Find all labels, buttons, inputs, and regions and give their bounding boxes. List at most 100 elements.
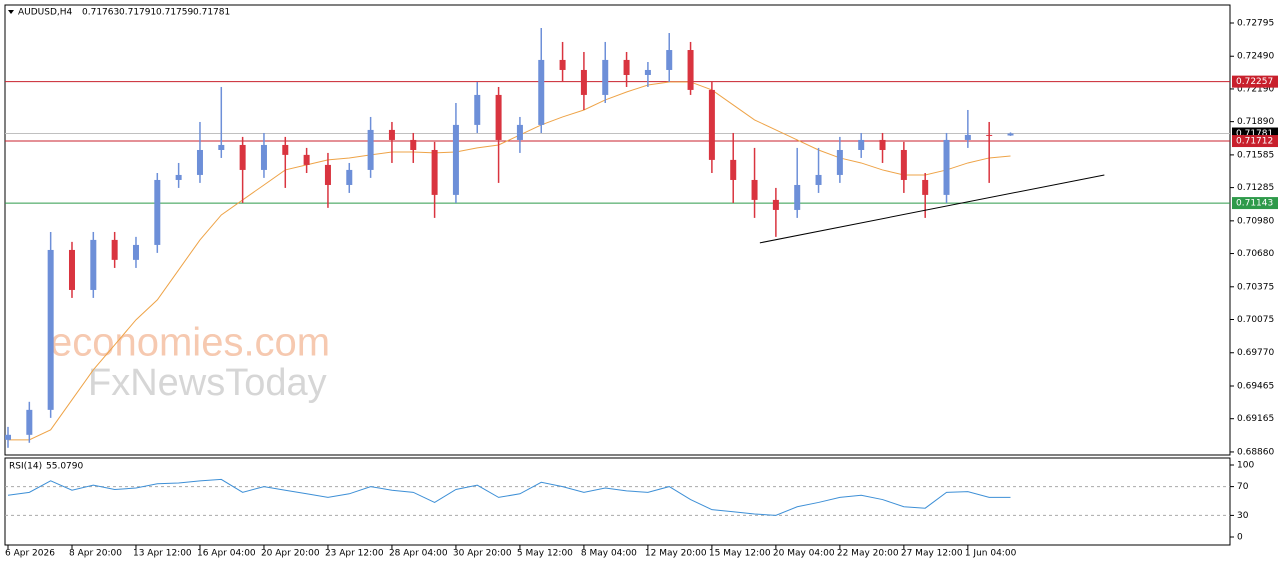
candle-body (900, 149, 907, 180)
candle-body (666, 50, 673, 70)
candle-body (111, 239, 118, 260)
price-tag-label: 0.71712 (1236, 137, 1273, 147)
y-tick-label: 0.69770 (1237, 348, 1274, 358)
y-tick-label: 0.70980 (1237, 216, 1274, 226)
candle-body (964, 134, 971, 140)
price-tag-label: 0.71781 (1236, 129, 1273, 139)
candle-body (132, 244, 139, 260)
candle-body (410, 139, 417, 150)
candle-body (260, 144, 267, 170)
x-tick-label: 20 Apr 20:00 (261, 549, 320, 559)
y-tick-label: 0.72490 (1237, 52, 1274, 62)
ohlc-value: 0.71759 (156, 8, 193, 18)
candle-body (879, 139, 886, 150)
candle-body (580, 69, 587, 95)
candle-body (794, 184, 801, 210)
x-tick-label: 8 Apr 20:00 (69, 549, 122, 559)
candle-body (196, 149, 203, 175)
rsi-tick-label: 70 (1237, 482, 1249, 492)
rsi-value: 55.0790 (46, 462, 83, 472)
price-tag-label: 0.72257 (1236, 77, 1273, 87)
price-tag-label: 0.71143 (1236, 199, 1273, 209)
x-tick-label: 5 May 12:00 (517, 549, 573, 559)
candle-body (90, 239, 97, 290)
y-tick-label: 0.70075 (1237, 315, 1274, 325)
candle-body (772, 199, 779, 210)
x-tick-label: 23 Apr 12:00 (325, 549, 384, 559)
candle-body (836, 149, 843, 175)
candle-body (282, 144, 289, 155)
menu-arrow[interactable] (8, 10, 14, 14)
x-tick-label: 22 May 20:00 (837, 549, 899, 559)
y-tick-label: 0.69165 (1237, 414, 1274, 424)
ohlc-value: 0.71791 (119, 8, 156, 18)
rsi-tick-label: 0 (1237, 533, 1243, 543)
candle-body (26, 409, 33, 435)
rsi-tick-label: 100 (1237, 461, 1254, 471)
candle-body (602, 59, 609, 95)
candle-body (367, 129, 374, 170)
rsi-name: RSI(14) (9, 462, 42, 472)
y-tick-label: 0.70375 (1237, 282, 1274, 292)
candle-body (474, 94, 481, 125)
y-tick-label: 0.69465 (1237, 381, 1274, 391)
x-tick-label: 8 May 04:00 (581, 549, 637, 559)
candle-body (452, 124, 459, 195)
candle-body (858, 139, 865, 150)
x-tick-label: 20 May 04:00 (773, 549, 835, 559)
candle-body (495, 94, 502, 140)
candle-body (431, 149, 438, 195)
x-tick-label: 16 Apr 04:00 (197, 549, 256, 559)
watermark: FxNewsToday (88, 362, 327, 404)
candle-body (623, 59, 630, 75)
candle-body (815, 174, 822, 185)
candle-body (943, 139, 950, 195)
y-tick-label: 0.72795 (1237, 18, 1274, 28)
candle-body (388, 129, 395, 140)
candle-body (154, 179, 161, 245)
x-tick-label: 6 Apr 2026 (5, 549, 55, 559)
candle-body (68, 249, 75, 290)
candle-body (239, 144, 246, 170)
y-tick-label: 0.72190 (1237, 84, 1274, 94)
y-tick-label: 0.71890 (1237, 117, 1274, 127)
x-tick-label: 12 May 20:00 (645, 549, 707, 559)
candle-body (559, 59, 566, 70)
rsi-tick-label: 30 (1237, 511, 1249, 521)
candle-body (303, 154, 310, 165)
rsi-line (7, 478, 1011, 516)
candle-body (708, 89, 715, 160)
candle-body (986, 134, 993, 136)
y-tick-label: 0.71585 (1237, 150, 1274, 160)
main-frame (4, 4, 1231, 456)
candle-body (47, 249, 54, 410)
x-tick-label: 28 Apr 04:00 (389, 549, 448, 559)
candle-body (730, 159, 737, 180)
price-tag (1232, 75, 1278, 88)
candle-body (346, 169, 353, 185)
watermark: economies.com (50, 321, 330, 365)
x-tick-label: 30 Apr 20:00 (453, 549, 512, 559)
symbol: AUDUSD,H4 (18, 8, 73, 18)
moving-average (8, 81, 1011, 441)
x-tick-label: 15 May 12:00 (709, 549, 771, 559)
x-tick-label: 13 Apr 12:00 (133, 549, 192, 559)
rsi-frame (4, 457, 1231, 546)
price-tag (1232, 135, 1278, 148)
candle-body (644, 69, 651, 75)
ohlc-value: 0.71763 (82, 8, 119, 18)
price-tag (1232, 197, 1278, 210)
y-tick-label: 0.68860 (1237, 447, 1274, 457)
candle-body (751, 179, 758, 200)
candle-body (324, 164, 331, 185)
candle-body (1007, 133, 1014, 136)
candle-body (538, 59, 545, 125)
trendline (759, 174, 1105, 244)
ohlc-value: 0.71781 (193, 8, 230, 18)
x-tick-label: 27 May 12:00 (901, 549, 963, 559)
candle-body (516, 124, 523, 140)
y-tick-label: 0.70680 (1237, 249, 1274, 259)
candle-body (5, 434, 11, 440)
candle-body (218, 144, 225, 150)
